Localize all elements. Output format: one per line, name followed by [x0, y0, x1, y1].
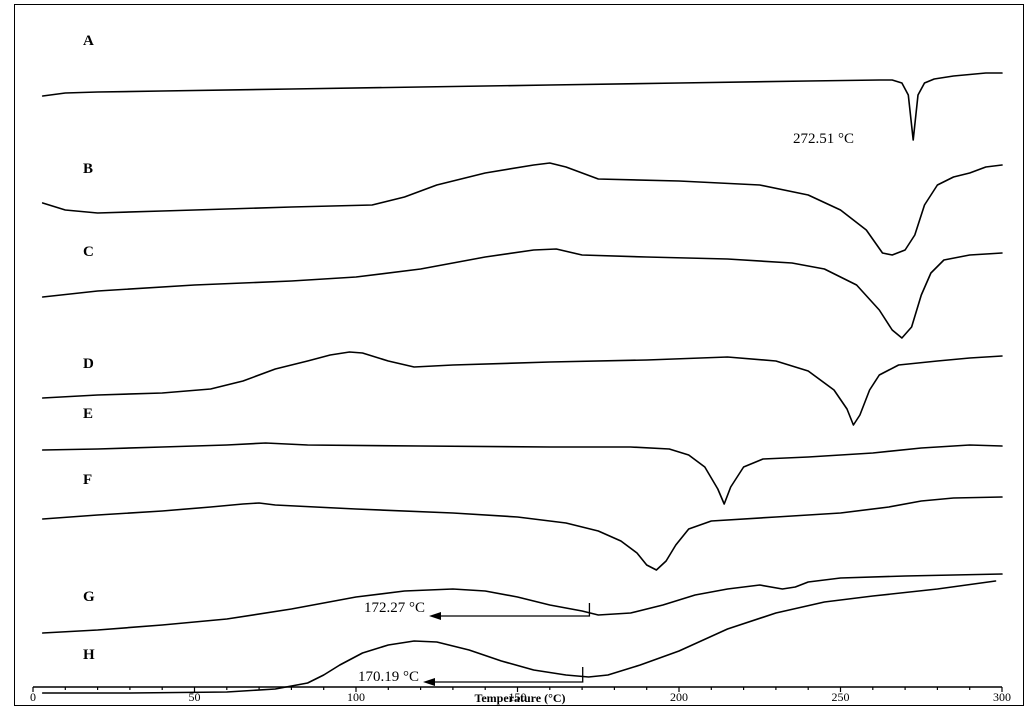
x-tick-label: 150: [509, 690, 527, 704]
annotation-a: 272.51 °C: [793, 131, 854, 147]
x-tick-label: 200: [670, 690, 688, 704]
series-label-e: E: [83, 406, 94, 422]
series-label-f: F: [83, 472, 93, 488]
series-label-d: D: [83, 356, 95, 372]
dsc-thermogram-chart: A B C D E F G H 272.51 °C 172.27 °C 170.19 °C 0 50…: [30, 33, 1011, 705]
series-line-e: [41, 442, 1003, 505]
series-label-a: A: [83, 33, 95, 49]
series-label-g: G: [83, 589, 96, 605]
series-line-c: [41, 248, 1003, 339]
x-tick-label: 0: [30, 690, 36, 704]
annotation-text-h: 170.19 °C: [358, 669, 419, 685]
x-tick-label: 100: [347, 690, 365, 704]
x-axis: 0 50 100 150 200 250 300: [30, 686, 1011, 704]
annotation-g: 172.27 °C: [364, 600, 591, 620]
x-tick-label: 250: [832, 690, 850, 704]
chart-frame: A B C D E F G H 272.51 °C 172.27 °C 170.19 °C 0 50…: [14, 4, 1024, 706]
series-line-b: [41, 162, 1003, 256]
series-line-g: [41, 573, 1003, 634]
annotation-text-a: 272.51 °C: [793, 131, 854, 147]
curves-layer: [41, 72, 1003, 694]
series-line-h: [41, 580, 997, 694]
x-tick-label: 300: [993, 690, 1011, 704]
annotation-arrowhead-h: [423, 678, 435, 686]
x-axis-label: Temperature (°C): [474, 691, 565, 705]
annotation-arrowhead-g: [429, 612, 441, 620]
series-label-c: C: [83, 244, 95, 260]
x-tick-label: 50: [189, 690, 201, 704]
annotation-h: 170.19 °C: [358, 667, 584, 686]
annotation-text-g: 172.27 °C: [364, 600, 425, 616]
series-label-h: H: [83, 647, 96, 663]
series-label-b: B: [83, 161, 94, 177]
series-labels-layer: A B C D E F G H: [83, 33, 96, 663]
series-line-a: [41, 72, 1003, 141]
annotations-layer: 272.51 °C 172.27 °C 170.19 °C: [358, 131, 854, 686]
annotation-leader-g: [441, 603, 591, 617]
annotation-leader-h: [435, 667, 584, 683]
series-line-f: [41, 496, 1003, 571]
series-line-d: [41, 351, 1003, 426]
